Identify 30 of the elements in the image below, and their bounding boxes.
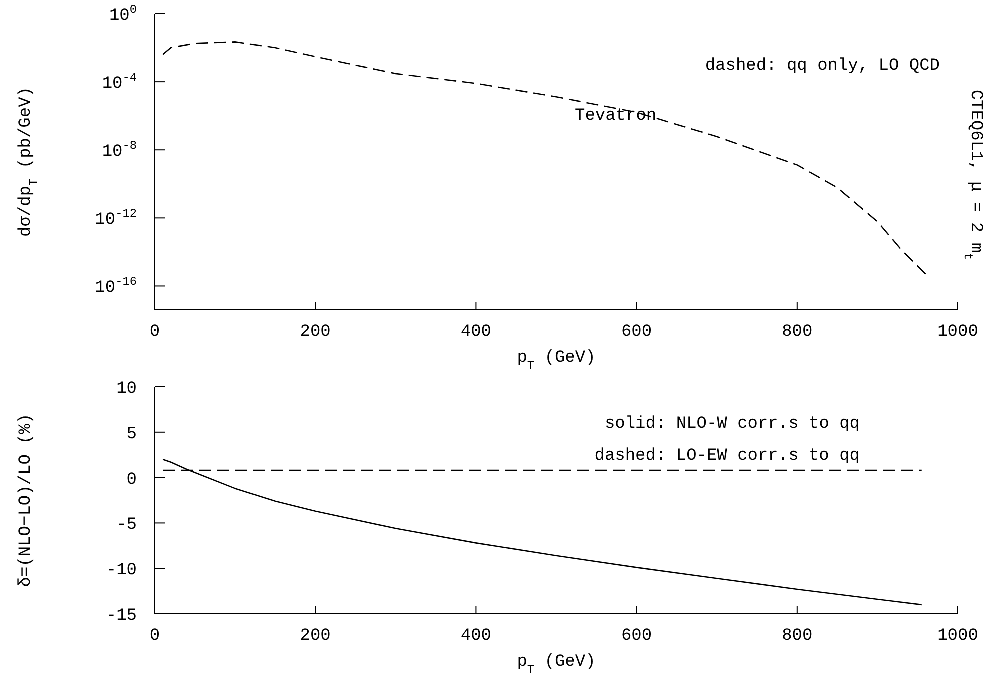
- y-axis-title: δ=(NLO−LO)/LO (%): [17, 414, 36, 588]
- x-tick-label: 1000: [938, 627, 978, 646]
- x-tick-label: 0: [150, 323, 160, 342]
- y-tick-label: 0: [126, 470, 137, 490]
- x-tick-label: 600: [621, 627, 652, 646]
- x-tick-label: 800: [782, 323, 813, 342]
- x-tick-label: 400: [460, 627, 492, 646]
- y-tick-label: 10$^{0}$: [109, 3, 137, 26]
- y-tick-label: 10$^{-8}$: [102, 139, 137, 162]
- y-tick-label: -10: [106, 562, 137, 581]
- x-tick-label: 1000: [938, 323, 978, 342]
- annotation: Tevatron: [575, 107, 657, 126]
- x-axis-title: p$_{T}$ (GeV): [517, 653, 596, 677]
- annotation: dashed: LO-EW corr.s to qq: [594, 447, 860, 466]
- x-tick-label: 200: [300, 627, 331, 646]
- y-tick-label: 10$^{-16}$: [95, 275, 137, 298]
- y-tick-label: 10$^{-4}$: [102, 71, 137, 94]
- y-tick-label: 10$^{-12}$: [95, 207, 137, 230]
- y-tick-label: 10: [116, 380, 137, 399]
- x-tick-label: 0: [150, 627, 160, 646]
- x-tick-label: 600: [621, 323, 652, 342]
- x-tick-label: 800: [782, 627, 813, 646]
- y-tick-label: -15: [106, 607, 137, 626]
- annotation: solid: NLO-W corr.s to qq: [604, 415, 860, 434]
- x-tick-label: 400: [460, 323, 492, 342]
- y-tick-label: -5: [116, 516, 137, 536]
- y-tick-label: 5: [126, 425, 137, 444]
- x-axis-title: p$_{T}$ (GeV): [517, 349, 596, 373]
- x-tick-label: 200: [300, 323, 331, 342]
- annotation: dashed: qq only, LO QCD: [705, 57, 940, 76]
